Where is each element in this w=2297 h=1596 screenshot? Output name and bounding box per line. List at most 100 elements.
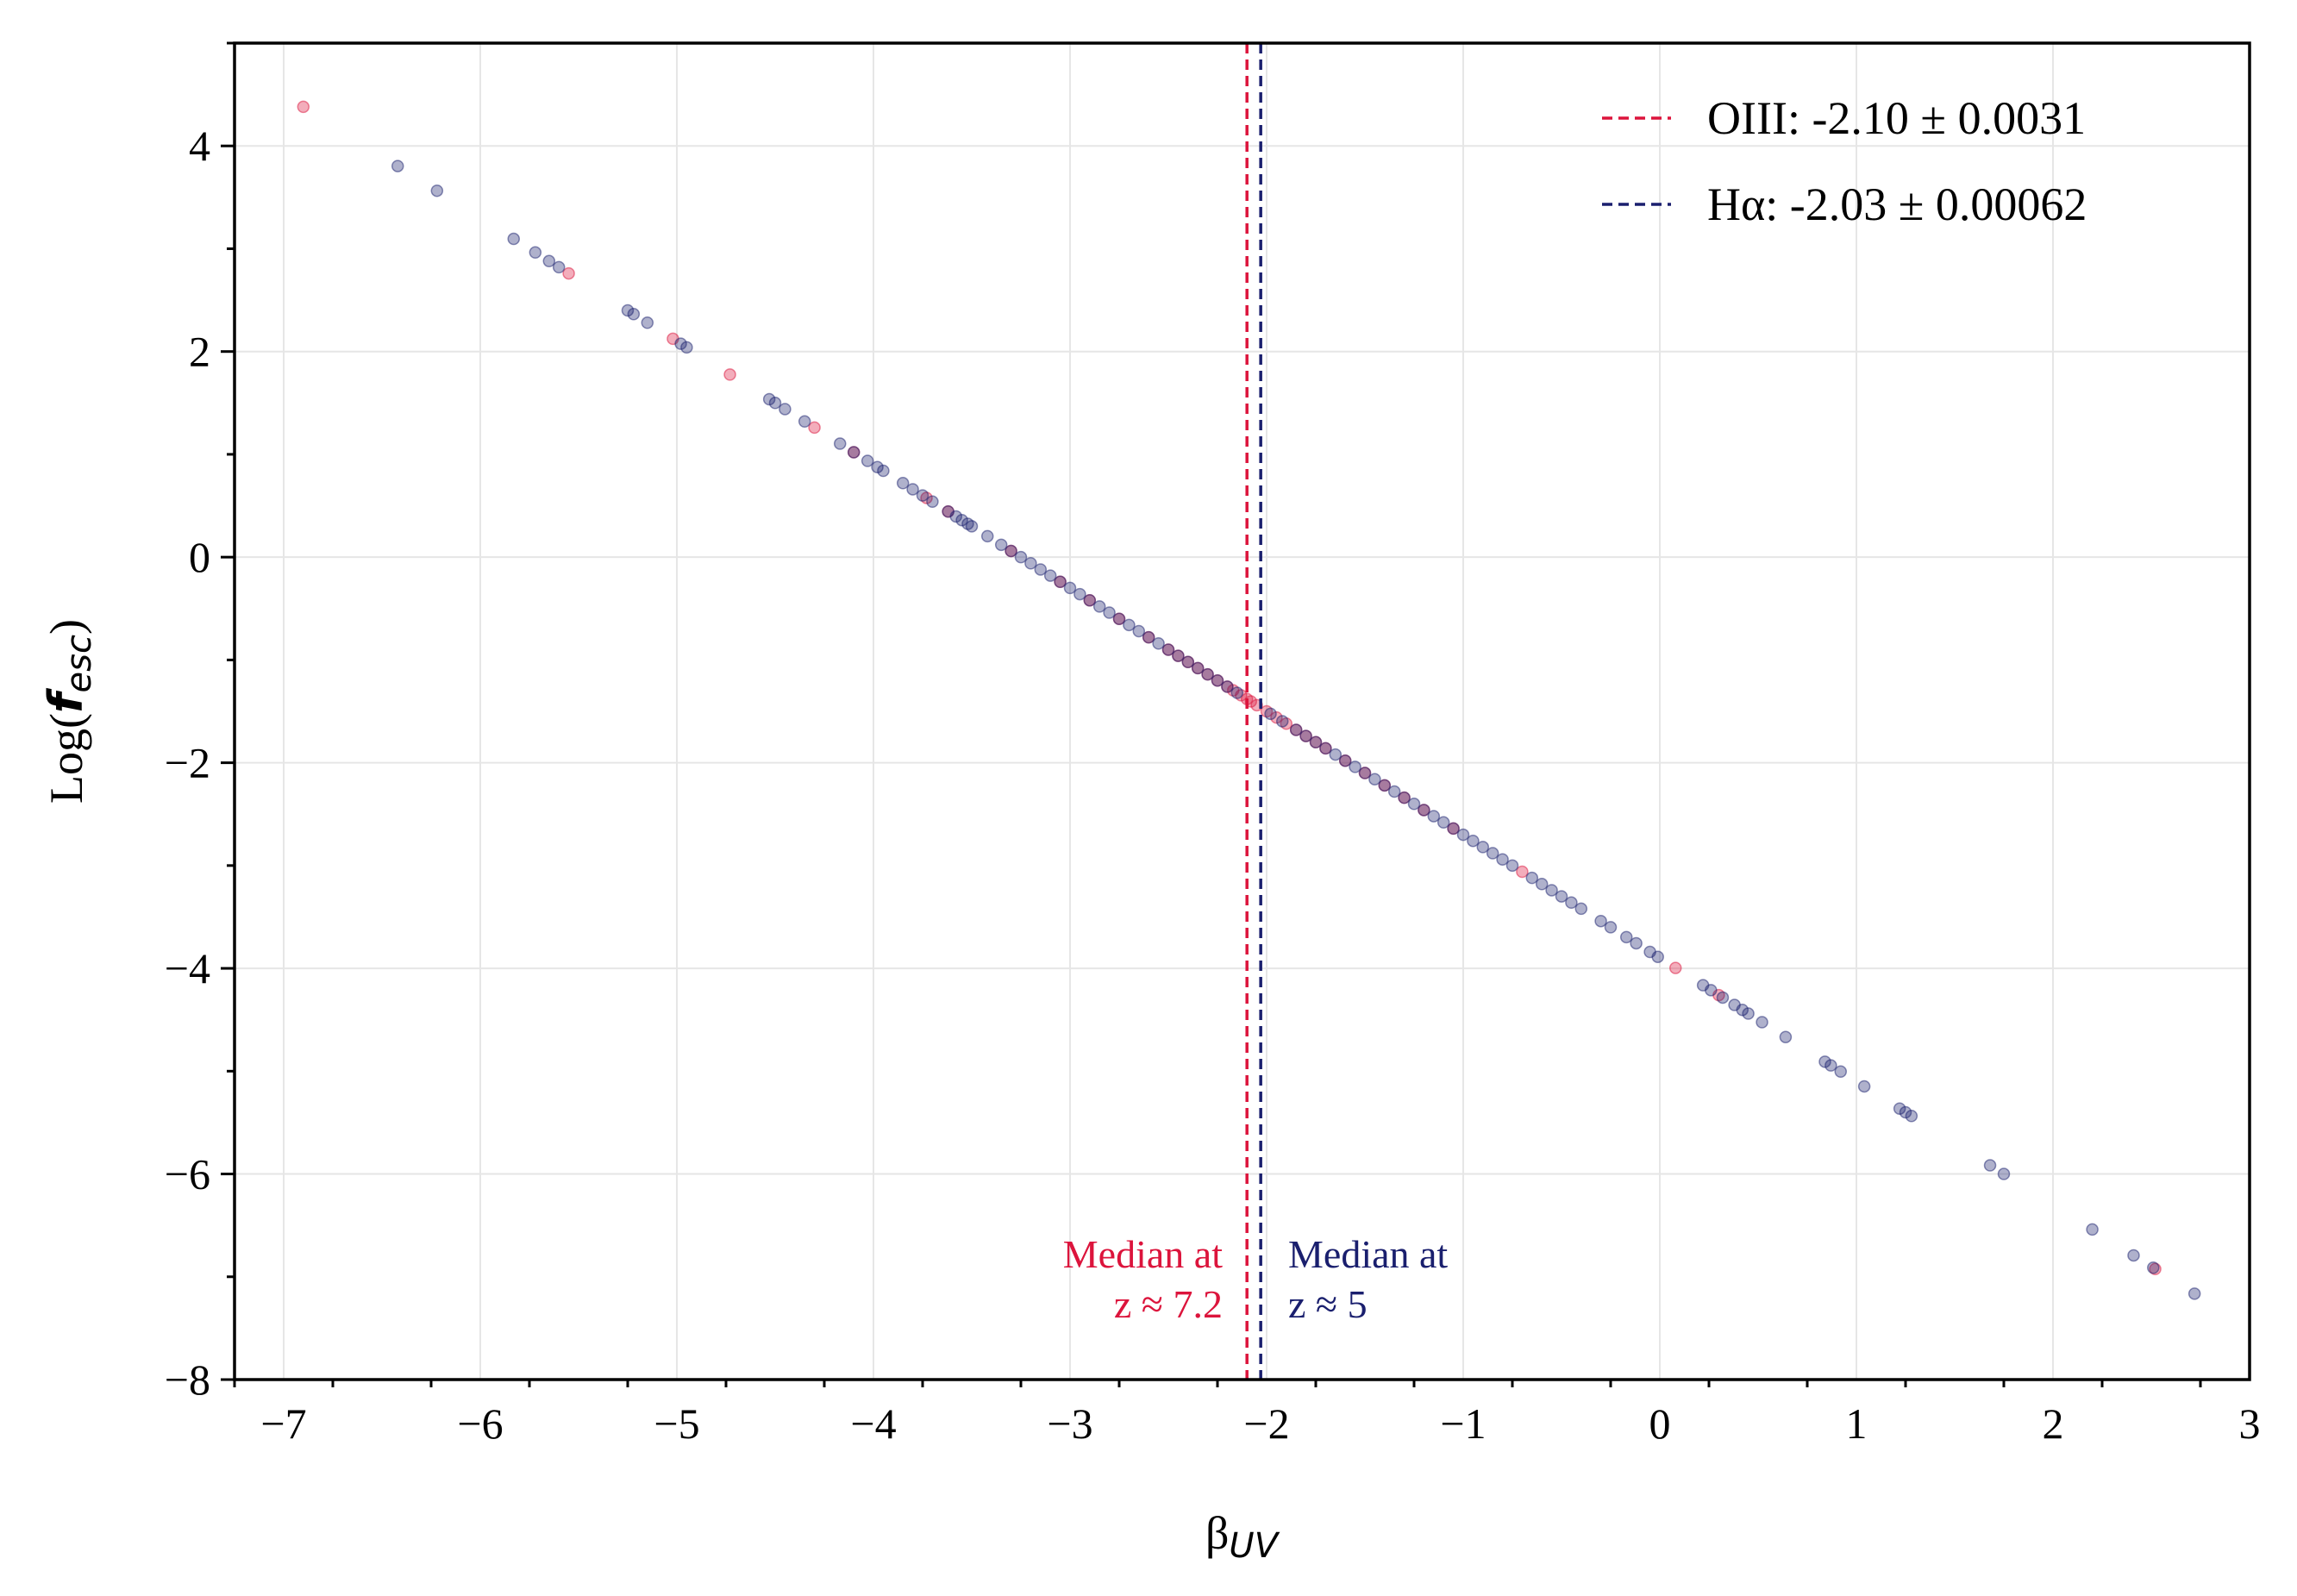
data-point-halpha (1565, 896, 1578, 910)
data-point-halpha (1063, 581, 1077, 595)
data-point-halpha (1997, 1167, 2011, 1180)
data-point-halpha (1221, 680, 1234, 693)
data-point-halpha (1338, 754, 1352, 767)
data-point-halpha (1309, 735, 1323, 749)
median-lines (1245, 43, 1262, 1380)
data-point-halpha (2187, 1287, 2201, 1300)
data-point-halpha (1467, 834, 1480, 848)
data-point-halpha (1211, 673, 1224, 687)
data-point-halpha (1073, 587, 1086, 601)
y-axis-label: Log(fesc) (39, 619, 99, 804)
data-point-halpha (1132, 624, 1146, 638)
halpha-median-annotation: Median at z ≈ 5 (1288, 1232, 1448, 1326)
data-point-halpha (1172, 649, 1185, 662)
data-point-halpha (906, 483, 919, 496)
data-point-halpha (1574, 902, 1588, 916)
data-point-halpha (430, 184, 444, 197)
data-point-halpha (542, 254, 556, 268)
x-tick-label: −2 (1243, 1399, 1289, 1448)
data-point-halpha (391, 160, 404, 172)
data-point-halpha (1319, 742, 1332, 755)
data-point-halpha (1181, 655, 1195, 669)
data-point-halpha (1555, 890, 1568, 903)
data-point-halpha (877, 464, 890, 478)
data-point-halpha (1378, 779, 1392, 792)
data-point-halpha (1486, 847, 1499, 860)
data-point-halpha (1756, 1016, 1768, 1029)
data-point-halpha (1418, 804, 1430, 817)
data-point-halpha (1436, 816, 1450, 829)
data-point-halpha (680, 341, 693, 354)
data-point-halpha (1905, 1110, 1918, 1123)
data-point-halpha (1275, 715, 1289, 728)
data-point-halpha (1112, 612, 1126, 625)
oiii-annotation-line1: Median at (1063, 1232, 1223, 1276)
data-point-oiii (723, 368, 736, 381)
x-tick-label: 1 (1846, 1399, 1868, 1448)
plot-frame (233, 41, 2251, 1381)
oiii-median-annotation: Median at z ≈ 7.2 (1063, 1232, 1223, 1326)
data-point-halpha (1103, 606, 1116, 619)
y-tick-label: 0 (189, 533, 210, 581)
data-point-halpha (1705, 984, 1718, 997)
data-point-halpha (1329, 748, 1343, 761)
x-tick-label: 0 (1649, 1399, 1671, 1448)
axis-ticks (221, 41, 2202, 1387)
data-point-halpha (1349, 760, 1361, 773)
y-tick-label: −4 (165, 944, 210, 992)
data-point-halpha (768, 397, 782, 410)
data-point-halpha (1387, 785, 1401, 798)
legend-label-oiii: OIII: -2.10 ± 0.0031 (1707, 92, 2086, 144)
data-point-halpha (2147, 1261, 2160, 1274)
data-point-halpha (1447, 822, 1460, 836)
data-point-oiii (562, 266, 575, 280)
data-point-halpha (1024, 557, 1037, 570)
data-point-halpha (1092, 600, 1106, 613)
data-point-halpha (1535, 878, 1549, 891)
data-point-halpha (1630, 936, 1643, 950)
data-point-halpha (1191, 661, 1205, 675)
y-tick-label: −6 (165, 1150, 210, 1199)
data-point-halpha (1604, 921, 1618, 934)
data-point-halpha (1264, 707, 1277, 721)
data-point-halpha (1594, 914, 1607, 928)
data-point-halpha (994, 538, 1008, 552)
data-point-halpha (1083, 593, 1097, 607)
data-point-halpha (1983, 1159, 1997, 1172)
data-point-halpha (833, 437, 847, 450)
data-point-oiii (1668, 961, 1682, 974)
data-point-halpha (507, 232, 521, 246)
data-point-halpha (1505, 859, 1519, 873)
data-point-halpha (1456, 828, 1470, 842)
x-tick-label: 3 (2239, 1399, 2261, 1448)
x-tick-label: −6 (457, 1399, 503, 1448)
x-tick-label: 2 (2043, 1399, 2064, 1448)
data-point-halpha (1476, 841, 1490, 854)
y-tick-label: −8 (165, 1355, 210, 1404)
x-tick-label: −1 (1440, 1399, 1486, 1448)
data-points (297, 100, 2201, 1300)
data-point-halpha (861, 454, 874, 467)
x-tick-label: −5 (654, 1399, 699, 1448)
y-tick-label: −2 (165, 739, 210, 787)
data-point-halpha (1427, 810, 1441, 823)
data-point-halpha (1407, 798, 1421, 811)
data-point-halpha (779, 403, 792, 416)
data-point-halpha (1619, 930, 1633, 944)
legend-label-halpha: Hα: -2.03 ± 0.00062 (1707, 178, 2087, 230)
data-point-halpha (847, 446, 861, 459)
data-point-halpha (1358, 767, 1372, 779)
data-point-halpha (1299, 729, 1312, 742)
data-point-halpha (1834, 1065, 1848, 1079)
data-point-halpha (627, 308, 641, 321)
y-tick-label: 2 (189, 328, 210, 376)
x-tick-label: −4 (850, 1399, 896, 1448)
x-tick-label: −7 (260, 1399, 306, 1448)
data-point-oiii (1516, 865, 1529, 879)
data-point-halpha (1230, 686, 1244, 699)
data-point-halpha (1034, 563, 1048, 576)
data-point-halpha (2127, 1249, 2140, 1262)
data-point-halpha (1496, 853, 1509, 866)
data-point-halpha (1043, 569, 1057, 582)
